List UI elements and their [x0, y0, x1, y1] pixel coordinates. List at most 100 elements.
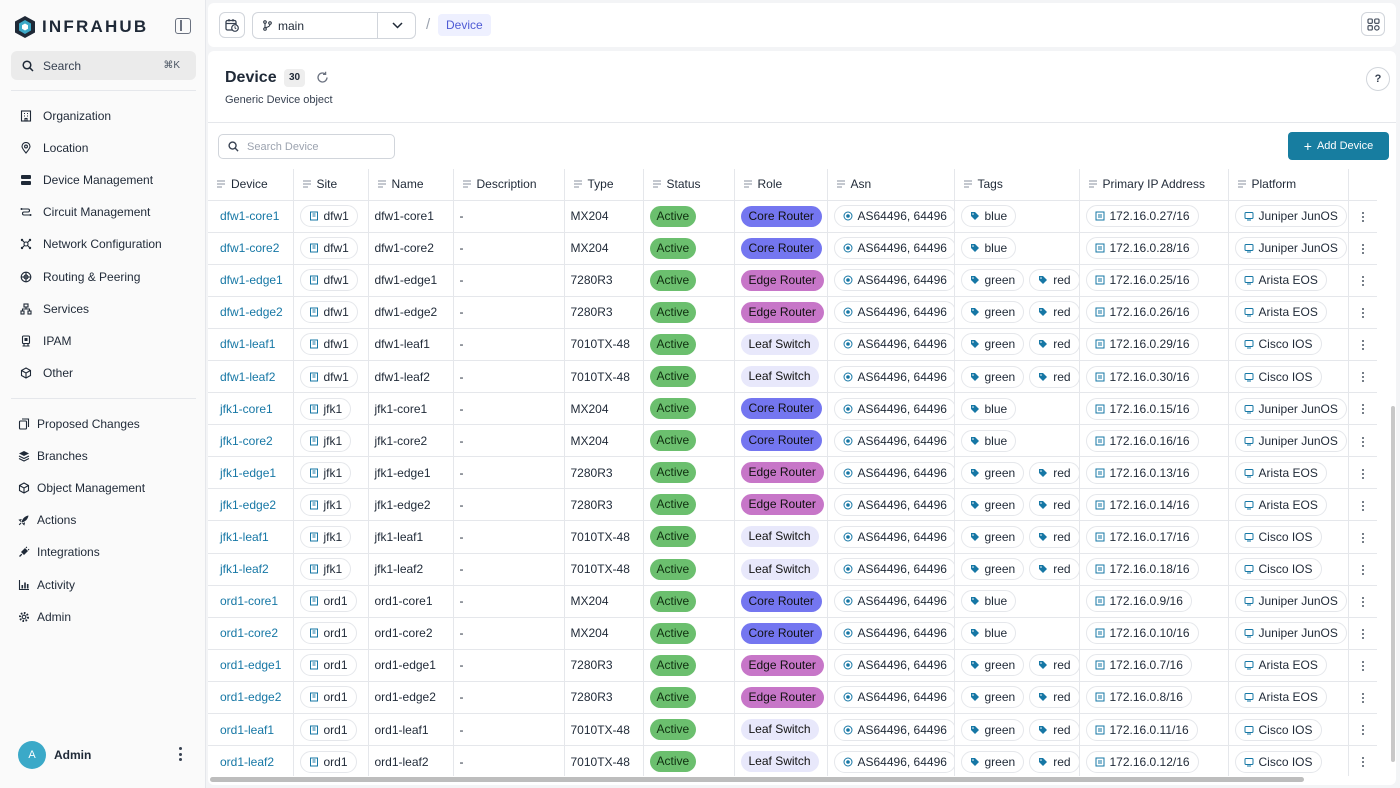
- table-row[interactable]: ord1-edge2 ord1 ord1-edge2 - 7280R3 Acti…: [208, 681, 1377, 715]
- tag-pill[interactable]: red: [1029, 525, 1078, 548]
- device-link[interactable]: dfw1-edge2: [220, 305, 283, 320]
- tag-pill[interactable]: red: [1029, 718, 1078, 741]
- row-actions[interactable]: [1348, 328, 1377, 361]
- help-button[interactable]: ?: [1366, 67, 1390, 91]
- sidebar-item-location[interactable]: Location: [20, 138, 88, 158]
- device-link[interactable]: ord1-core2: [220, 626, 279, 641]
- sidebar-item-network-configuration[interactable]: Network Configuration: [20, 234, 162, 254]
- ip-pill[interactable]: 172.16.0.8/16: [1085, 686, 1192, 709]
- site-pill[interactable]: jfk1: [299, 558, 352, 581]
- platform-pill[interactable]: Juniper JunOS: [1234, 429, 1347, 452]
- tag-pill[interactable]: red: [1029, 750, 1078, 773]
- platform-pill[interactable]: Cisco IOS: [1234, 718, 1322, 741]
- row-actions[interactable]: [1348, 553, 1377, 586]
- site-pill[interactable]: jfk1: [299, 461, 352, 484]
- site-pill[interactable]: dfw1: [299, 237, 358, 260]
- row-menu-icon[interactable]: [1361, 211, 1364, 222]
- table-row[interactable]: dfw1-edge2 dfw1 dfw1-edge2 - 7280R3 Acti…: [208, 296, 1377, 329]
- sidebar-item-services[interactable]: Services: [20, 299, 89, 319]
- column-header-platform[interactable]: Platform: [1228, 169, 1349, 201]
- asn-pill[interactable]: AS64496, 64496: [833, 333, 953, 356]
- tag-pill[interactable]: blue: [960, 622, 1017, 645]
- site-pill[interactable]: ord1: [299, 622, 357, 645]
- sidebar-item-routing-peering[interactable]: Routing & Peering: [20, 267, 140, 287]
- device-link[interactable]: ord1-leaf2: [220, 754, 275, 769]
- ip-pill[interactable]: 172.16.0.13/16: [1085, 461, 1199, 484]
- tag-pill[interactable]: red: [1029, 461, 1078, 484]
- tag-pill[interactable]: blue: [960, 397, 1017, 420]
- apps-button[interactable]: [1361, 12, 1385, 36]
- breadcrumb[interactable]: Device: [438, 14, 491, 36]
- tag-pill[interactable]: red: [1029, 365, 1078, 388]
- column-header-status[interactable]: Status: [643, 169, 735, 201]
- site-pill[interactable]: ord1: [299, 654, 357, 677]
- site-pill[interactable]: jfk1: [299, 493, 352, 516]
- ip-pill[interactable]: 172.16.0.16/16: [1085, 429, 1199, 452]
- column-header-primary-ip-address[interactable]: Primary IP Address: [1079, 169, 1229, 201]
- platform-pill[interactable]: Cisco IOS: [1234, 525, 1322, 548]
- table-row[interactable]: dfw1-leaf1 dfw1 dfw1-leaf1 - 7010TX-48 A…: [208, 328, 1377, 361]
- table-row[interactable]: jfk1-core2 jfk1 jfk1-core2 - MX204 Activ…: [208, 424, 1377, 458]
- tag-pill[interactable]: red: [1029, 654, 1078, 677]
- column-header-device[interactable]: Device: [208, 169, 294, 201]
- device-link[interactable]: dfw1-leaf2: [220, 369, 276, 384]
- branch-dropdown-button[interactable]: [377, 13, 416, 38]
- column-header-type[interactable]: Type: [564, 169, 644, 201]
- ip-pill[interactable]: 172.16.0.15/16: [1085, 397, 1199, 420]
- column-header-site[interactable]: Site: [293, 169, 369, 201]
- ip-pill[interactable]: 172.16.0.29/16: [1085, 333, 1199, 356]
- sidebar-item-device-management[interactable]: Device Management: [20, 170, 153, 190]
- row-actions[interactable]: [1348, 585, 1377, 618]
- asn-pill[interactable]: AS64496, 64496: [833, 237, 953, 260]
- row-actions[interactable]: [1348, 713, 1377, 747]
- device-link[interactable]: jfk1-core1: [220, 401, 273, 416]
- sidebar-item-circuit-management[interactable]: Circuit Management: [20, 202, 150, 222]
- row-menu-icon[interactable]: [1361, 693, 1364, 704]
- tag-pill[interactable]: green: [960, 654, 1025, 677]
- row-menu-icon[interactable]: [1361, 468, 1364, 479]
- sidebar-item-other[interactable]: Other: [20, 363, 73, 383]
- asn-pill[interactable]: AS64496, 64496: [833, 365, 953, 388]
- table-row[interactable]: dfw1-core2 dfw1 dfw1-core2 - MX204 Activ…: [208, 232, 1377, 265]
- asn-pill[interactable]: AS64496, 64496: [833, 622, 953, 645]
- sidebar-item-integrations[interactable]: Integrations: [18, 542, 100, 562]
- site-pill[interactable]: jfk1: [299, 525, 352, 548]
- row-actions[interactable]: [1348, 264, 1377, 297]
- tag-pill[interactable]: green: [960, 750, 1025, 773]
- site-pill[interactable]: dfw1: [299, 269, 358, 292]
- column-header-role[interactable]: Role: [734, 169, 828, 201]
- platform-pill[interactable]: Cisco IOS: [1234, 558, 1322, 581]
- asn-pill[interactable]: AS64496, 64496: [833, 397, 953, 420]
- ip-pill[interactable]: 172.16.0.12/16: [1085, 750, 1199, 773]
- column-header-description[interactable]: Description: [453, 169, 565, 201]
- table-row[interactable]: ord1-core1 ord1 ord1-core1 - MX204 Activ…: [208, 585, 1377, 618]
- platform-pill[interactable]: Arista EOS: [1234, 654, 1327, 677]
- ip-pill[interactable]: 172.16.0.11/16: [1085, 718, 1198, 741]
- sidebar-item-admin[interactable]: Admin: [18, 607, 71, 627]
- device-link[interactable]: jfk1-edge2: [220, 497, 277, 512]
- ip-pill[interactable]: 172.16.0.27/16: [1085, 205, 1199, 228]
- sidebar-item-object-management[interactable]: Object Management: [18, 478, 145, 498]
- platform-pill[interactable]: Juniper JunOS: [1234, 397, 1347, 420]
- tag-pill[interactable]: green: [960, 301, 1025, 324]
- platform-pill[interactable]: Cisco IOS: [1234, 365, 1322, 388]
- vertical-scrollbar[interactable]: [1391, 406, 1395, 762]
- ip-pill[interactable]: 172.16.0.14/16: [1085, 493, 1199, 516]
- tag-pill[interactable]: green: [960, 558, 1025, 581]
- more-options-icon[interactable]: [178, 747, 182, 761]
- ip-pill[interactable]: 172.16.0.10/16: [1085, 622, 1199, 645]
- asn-pill[interactable]: AS64496, 64496: [833, 750, 953, 773]
- tag-pill[interactable]: red: [1029, 301, 1078, 324]
- column-header-tags[interactable]: Tags: [954, 169, 1080, 201]
- platform-pill[interactable]: Arista EOS: [1234, 269, 1327, 292]
- platform-pill[interactable]: Arista EOS: [1234, 686, 1327, 709]
- sidebar-item-branches[interactable]: Branches: [18, 446, 88, 466]
- row-menu-icon[interactable]: [1361, 564, 1364, 575]
- ip-pill[interactable]: 172.16.0.25/16: [1085, 269, 1199, 292]
- time-travel-button[interactable]: [219, 12, 245, 38]
- branch-selector[interactable]: main: [252, 12, 416, 39]
- site-pill[interactable]: jfk1: [299, 429, 352, 452]
- table-row[interactable]: dfw1-edge1 dfw1 dfw1-edge1 - 7280R3 Acti…: [208, 264, 1377, 297]
- row-menu-icon[interactable]: [1361, 372, 1364, 383]
- device-link[interactable]: jfk1-leaf2: [220, 562, 269, 577]
